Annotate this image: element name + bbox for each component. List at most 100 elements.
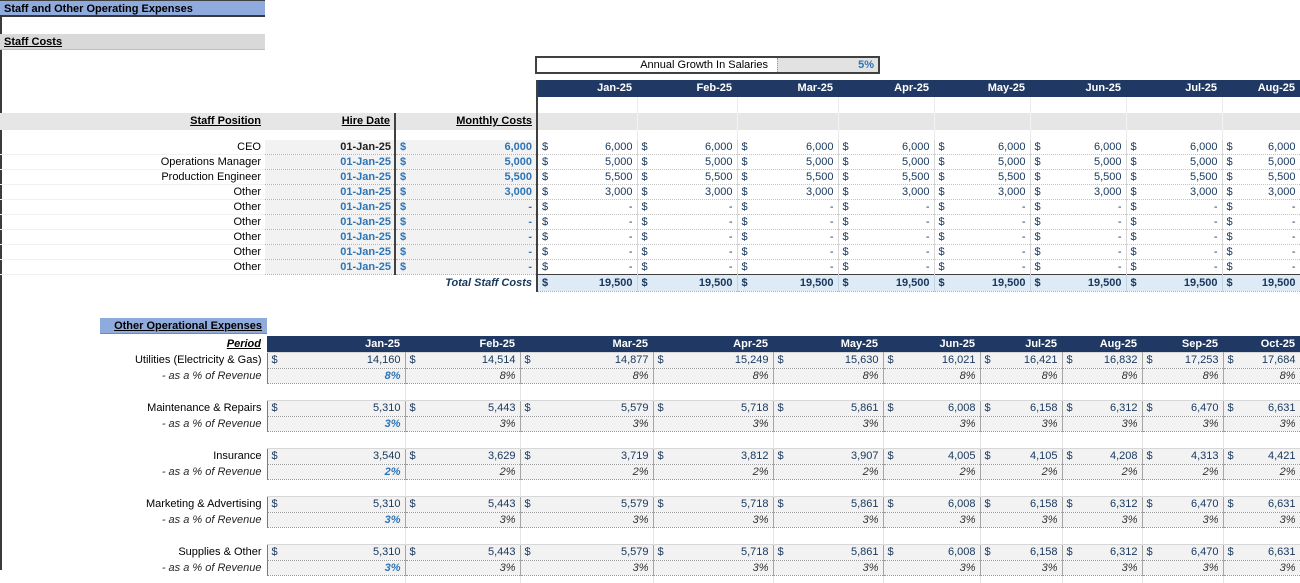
pct-of-revenue-cell[interactable]: 3% (1142, 512, 1224, 528)
staff-month-value-cell[interactable]: $5,500 (1030, 169, 1127, 185)
staff-month-value-cell[interactable]: $ - (1222, 259, 1300, 275)
total-staff-costs-cell[interactable]: $19,500 (1030, 274, 1127, 292)
monthly-cost-cell[interactable]: $ - (395, 199, 538, 215)
pct-of-revenue-cell[interactable]: 3% (405, 560, 521, 576)
staff-month-value-cell[interactable]: $5,500 (737, 169, 839, 185)
total-staff-costs-cell[interactable]: $19,500 (737, 274, 839, 292)
expense-month-value-cell[interactable]: $5,443 (405, 400, 521, 417)
staff-month-value-cell[interactable]: $6,000 (1030, 140, 1127, 155)
pct-of-revenue-cell[interactable]: 3% (405, 416, 521, 432)
staff-month-value-cell[interactable]: $3,000 (536, 184, 638, 200)
staff-month-value-cell[interactable]: $6,000 (934, 140, 1031, 155)
staff-month-value-cell[interactable]: $ - (737, 199, 839, 215)
staff-month-value-cell[interactable]: $ - (1126, 199, 1223, 215)
expense-month-value-cell[interactable]: $3,629 (405, 448, 521, 465)
expense-month-value-cell[interactable]: $15,249 (653, 352, 774, 369)
pct-of-revenue-cell[interactable]: 3% (883, 416, 981, 432)
staff-month-value-cell[interactable]: $5,500 (637, 169, 738, 185)
expense-month-value-cell[interactable]: $4,005 (883, 448, 981, 465)
expense-month-value-cell[interactable]: $5,579 (520, 544, 654, 561)
expense-month-value-cell[interactable]: $6,008 (883, 544, 981, 561)
staff-month-value-cell[interactable]: $ - (737, 259, 839, 275)
expense-month-value-cell[interactable]: $3,907 (773, 448, 884, 465)
staff-month-value-cell[interactable]: $ - (737, 214, 839, 230)
staff-month-value-cell[interactable]: $6,000 (1222, 140, 1300, 155)
pct-of-revenue-cell[interactable]: 2% (266, 464, 406, 480)
pct-of-revenue-cell[interactable]: 3% (773, 512, 884, 528)
staff-month-value-cell[interactable]: $ - (838, 229, 935, 245)
staff-month-value-cell[interactable]: $ - (1222, 199, 1300, 215)
staff-month-value-cell[interactable]: $ - (1222, 229, 1300, 245)
total-staff-costs-cell[interactable]: $19,500 (1222, 274, 1300, 292)
staff-month-value-cell[interactable]: $ - (934, 244, 1031, 260)
expense-month-value-cell[interactable]: $5,861 (773, 544, 884, 561)
pct-of-revenue-cell[interactable]: 3% (1062, 560, 1143, 576)
expense-month-value-cell[interactable]: $6,631 (1223, 496, 1300, 513)
pct-of-revenue-cell[interactable]: 2% (1142, 464, 1224, 480)
pct-of-revenue-cell[interactable]: 3% (266, 560, 406, 576)
staff-month-value-cell[interactable]: $6,000 (536, 140, 638, 155)
expense-month-value-cell[interactable]: $4,421 (1223, 448, 1300, 465)
pct-of-revenue-cell[interactable]: 3% (883, 512, 981, 528)
staff-month-value-cell[interactable]: $ - (536, 244, 638, 260)
pct-of-revenue-cell[interactable]: 3% (1142, 560, 1224, 576)
pct-of-revenue-cell[interactable]: 3% (883, 560, 981, 576)
staff-month-value-cell[interactable]: $5,000 (1222, 154, 1300, 170)
staff-month-value-cell[interactable]: $ - (637, 244, 738, 260)
staff-month-value-cell[interactable]: $ - (934, 214, 1031, 230)
expense-month-value-cell[interactable]: $14,877 (520, 352, 654, 369)
staff-month-value-cell[interactable]: $6,000 (838, 140, 935, 155)
expense-month-value-cell[interactable]: $4,105 (980, 448, 1063, 465)
pct-of-revenue-cell[interactable]: 3% (980, 416, 1063, 432)
monthly-cost-cell[interactable]: $3,000 (395, 184, 538, 200)
pct-of-revenue-cell[interactable]: 8% (1062, 368, 1143, 384)
pct-of-revenue-cell[interactable]: 3% (653, 512, 774, 528)
pct-of-revenue-cell[interactable]: 3% (653, 416, 774, 432)
pct-of-revenue-cell[interactable]: 8% (520, 368, 654, 384)
hire-date-cell[interactable]: 01-Jan-25 (265, 184, 396, 200)
pct-of-revenue-cell[interactable]: 2% (520, 464, 654, 480)
expense-month-value-cell[interactable]: $6,470 (1142, 544, 1224, 561)
pct-of-revenue-cell[interactable]: 2% (653, 464, 774, 480)
expense-month-value-cell[interactable]: $6,008 (883, 496, 981, 513)
expense-month-value-cell[interactable]: $16,832 (1062, 352, 1143, 369)
staff-month-value-cell[interactable]: $5,000 (934, 154, 1031, 170)
expense-month-value-cell[interactable]: $5,443 (405, 544, 521, 561)
staff-month-value-cell[interactable]: $3,000 (1030, 184, 1127, 200)
expense-month-value-cell[interactable]: $5,861 (773, 496, 884, 513)
monthly-cost-cell[interactable]: $ - (395, 214, 538, 230)
monthly-cost-cell[interactable]: $ - (395, 229, 538, 245)
staff-month-value-cell[interactable]: $ - (536, 199, 638, 215)
pct-of-revenue-cell[interactable]: 8% (883, 368, 981, 384)
hire-date-cell[interactable]: 01-Jan-25 (265, 229, 396, 245)
monthly-cost-cell[interactable]: $5,000 (395, 154, 538, 170)
hire-date-cell[interactable]: 01-Jan-25 (265, 140, 396, 155)
staff-month-value-cell[interactable]: $ - (1222, 214, 1300, 230)
expense-month-value-cell[interactable]: $5,861 (773, 400, 884, 417)
expense-month-value-cell[interactable]: $6,312 (1062, 496, 1143, 513)
expense-month-value-cell[interactable]: $6,312 (1062, 544, 1143, 561)
pct-of-revenue-cell[interactable]: 3% (266, 416, 406, 432)
staff-month-value-cell[interactable]: $ - (536, 214, 638, 230)
staff-month-value-cell[interactable]: $ - (1030, 199, 1127, 215)
staff-month-value-cell[interactable]: $ - (1126, 229, 1223, 245)
staff-month-value-cell[interactable]: $ - (1030, 244, 1127, 260)
pct-of-revenue-cell[interactable]: 3% (980, 560, 1063, 576)
monthly-cost-cell[interactable]: $ - (395, 244, 538, 260)
pct-of-revenue-cell[interactable]: 2% (980, 464, 1063, 480)
expense-month-value-cell[interactable]: $6,158 (980, 400, 1063, 417)
staff-month-value-cell[interactable]: $ - (1030, 259, 1127, 275)
expense-month-value-cell[interactable]: $17,684 (1223, 352, 1300, 369)
staff-month-value-cell[interactable]: $ - (637, 259, 738, 275)
expense-month-value-cell[interactable]: $4,208 (1062, 448, 1143, 465)
staff-month-value-cell[interactable]: $6,000 (637, 140, 738, 155)
expense-month-value-cell[interactable]: $6,631 (1223, 544, 1300, 561)
expense-month-value-cell[interactable]: $4,313 (1142, 448, 1224, 465)
staff-month-value-cell[interactable]: $3,000 (1126, 184, 1223, 200)
expense-month-value-cell[interactable]: $5,310 (266, 496, 406, 513)
staff-month-value-cell[interactable]: $ - (1030, 214, 1127, 230)
staff-month-value-cell[interactable]: $5,000 (1030, 154, 1127, 170)
expense-month-value-cell[interactable]: $6,158 (980, 544, 1063, 561)
expense-month-value-cell[interactable]: $14,514 (405, 352, 521, 369)
staff-month-value-cell[interactable]: $ - (1126, 244, 1223, 260)
